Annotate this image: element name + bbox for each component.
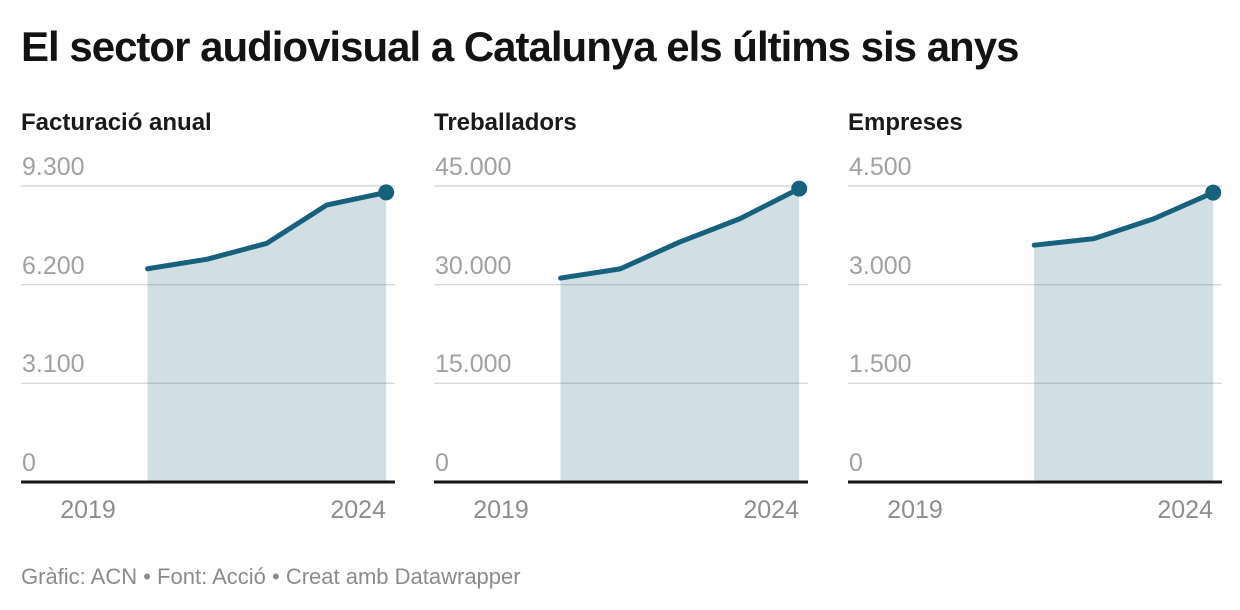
y-tick-label: 15.000 [435, 350, 512, 379]
endpoint-dot [378, 184, 395, 201]
panel-empreses: Empreses 4.500 3.000 1.500 0 2019 2024 [848, 110, 1222, 550]
panel-treballadors: Treballadors 45.000 30.000 15.000 0 2019… [434, 110, 808, 550]
panel-facturacio-anual: Facturació anual 9.300 6.200 3.100 0 201… [21, 110, 395, 550]
endpoint-dot [1205, 184, 1222, 201]
x-tick-label: 2024 [1157, 496, 1213, 524]
panel-title: Empreses [848, 109, 963, 136]
x-tick-label: 2024 [743, 496, 799, 524]
area-chart [848, 184, 1222, 484]
y-tick-label: 0 [22, 449, 36, 477]
trend-line [558, 186, 802, 281]
y-tick-label: 30.000 [435, 251, 512, 280]
y-tick-label: 3.100 [22, 350, 85, 379]
x-tick-label: 2019 [887, 496, 943, 524]
area-chart [434, 180, 808, 484]
y-tick-label: 6.200 [22, 251, 85, 280]
y-tick-label: 4.500 [849, 153, 912, 181]
y-tick-label: 9.300 [22, 153, 85, 181]
x-tick-label: 2019 [473, 496, 529, 524]
panel-title: Facturació anual [21, 109, 212, 136]
chart-footer: Gràfic: ACN • Font: Acció • Creat amb Da… [21, 564, 521, 589]
y-tick-label: 0 [435, 449, 449, 477]
area-chart [21, 184, 395, 484]
trend-line [145, 189, 389, 272]
x-tick-label: 2019 [60, 496, 116, 524]
chart-title: El sector audiovisual a Catalunya els úl… [21, 23, 1019, 70]
x-tick-label: 2024 [330, 496, 386, 524]
trend-line [1031, 190, 1216, 248]
panel-title: Treballadors [434, 109, 577, 136]
endpoint-dot [791, 180, 808, 197]
y-tick-label: 3.000 [849, 251, 912, 280]
y-tick-label: 45.000 [435, 153, 512, 181]
area-fill [147, 192, 387, 482]
area-fill [1034, 192, 1214, 483]
y-tick-label: 0 [849, 449, 863, 477]
y-tick-label: 1.500 [849, 350, 912, 379]
area-fill [560, 188, 800, 482]
